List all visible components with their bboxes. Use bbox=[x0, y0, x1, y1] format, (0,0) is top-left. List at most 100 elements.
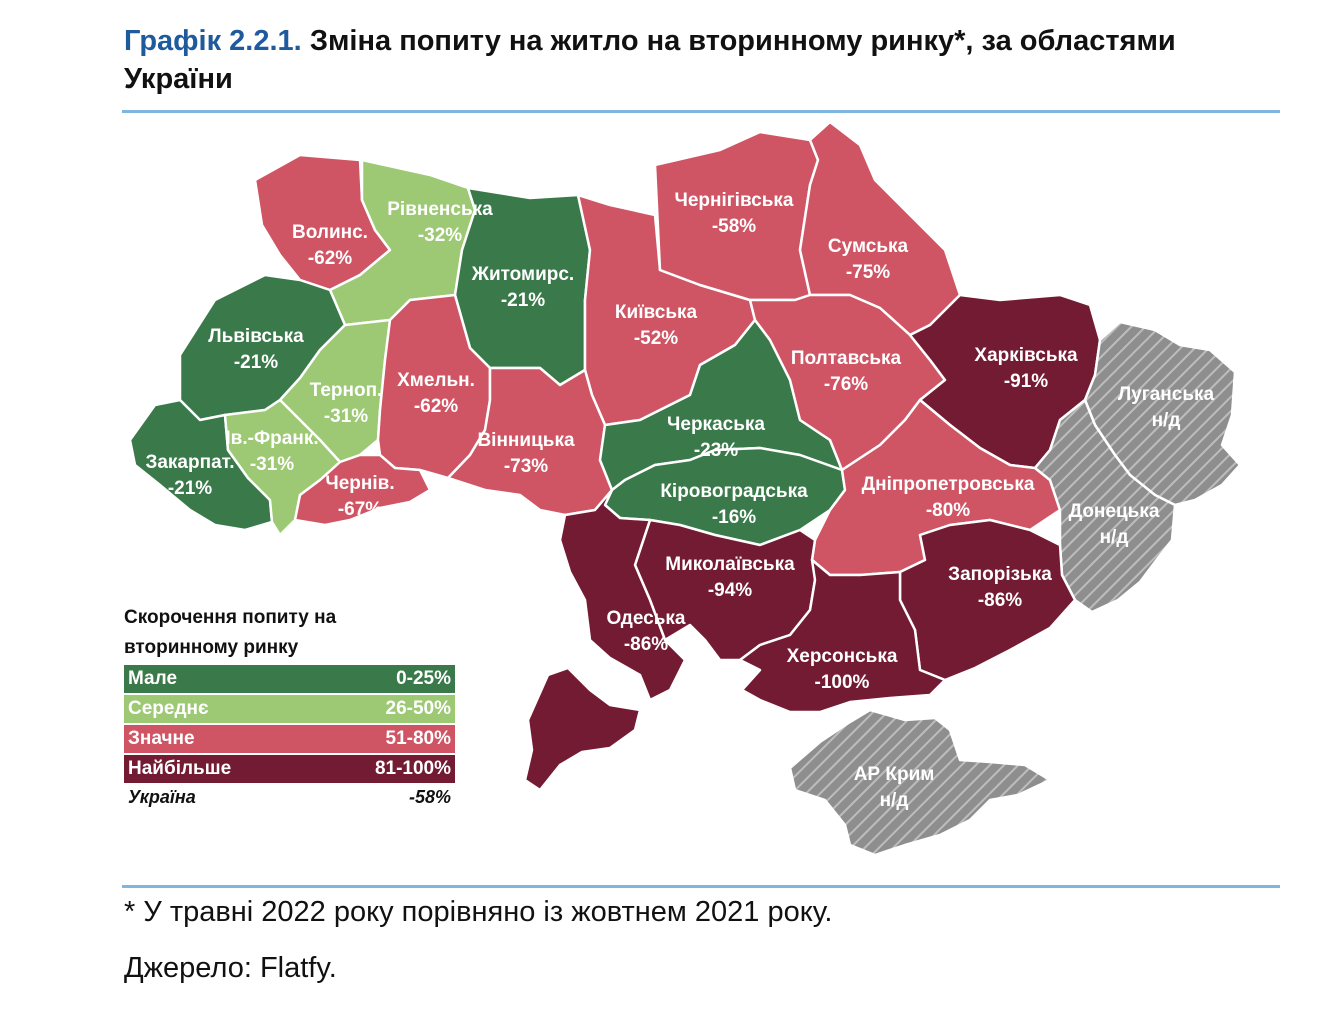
region-label-kherson: Херсонська -100% bbox=[787, 646, 898, 693]
legend-row-small: Мале 0-25% bbox=[124, 665, 455, 693]
region-value: -62% bbox=[414, 396, 458, 417]
region-label-odesa: Одеська -86% bbox=[606, 608, 685, 655]
region-name: Полтавська bbox=[791, 348, 902, 369]
region-label-vinnytsia: Вінницька -73% bbox=[477, 430, 575, 477]
legend-row-largest: Найбільше 81-100% bbox=[124, 755, 455, 783]
region-kherson bbox=[738, 558, 947, 714]
region-label-ivano-frankivsk: Ів.-Франк. -31% bbox=[225, 428, 318, 475]
region-name: Київська bbox=[615, 302, 698, 323]
region-label-zhytomyr: Житомирс. -21% bbox=[471, 264, 574, 311]
legend-label: Значне bbox=[128, 728, 195, 749]
region-name: Волинс. bbox=[292, 222, 368, 243]
region-name: Закарпат. bbox=[145, 452, 234, 473]
title-divider bbox=[122, 110, 1280, 113]
region-name: Одеська bbox=[606, 608, 685, 629]
region-name: Чернігівська bbox=[674, 190, 793, 211]
region-label-ternopil: Терноп. -31% bbox=[310, 380, 383, 427]
legend-range: 51-80% bbox=[385, 728, 452, 749]
region-value: -76% bbox=[824, 374, 868, 395]
legend-total-label: Україна bbox=[128, 786, 196, 807]
legend-label: Мале bbox=[128, 668, 178, 689]
region-name: Харківська bbox=[974, 345, 1078, 366]
region-label-chernihiv: Чернігівська -58% bbox=[674, 190, 793, 237]
chart-number: Графік 2.2.1. bbox=[124, 25, 302, 57]
region-name: Сумська bbox=[828, 236, 909, 257]
region-value: -23% bbox=[694, 440, 738, 461]
region-value: н/д bbox=[1152, 410, 1181, 431]
region-label-chernivtsi: Чернів. -67% bbox=[325, 473, 394, 520]
region-value: -91% bbox=[1004, 371, 1048, 392]
region-value: -100% bbox=[815, 672, 870, 693]
region-label-kharkiv: Харківська -91% bbox=[974, 345, 1078, 392]
region-label-mykolaiv: Миколаївська -94% bbox=[665, 554, 795, 601]
region-value: -86% bbox=[978, 590, 1022, 611]
region-name: Рівненська bbox=[387, 199, 493, 220]
region-name: Вінницька bbox=[477, 430, 575, 451]
region-name: Луганська bbox=[1118, 384, 1215, 405]
region-name: Хмельн. bbox=[397, 370, 475, 391]
region-label-kirovohrad: Кіровоградська -16% bbox=[660, 481, 808, 528]
region-name: Ів.-Франк. bbox=[225, 428, 318, 449]
chart-title: Графік 2.2.1. Зміна попиту на житло на в… bbox=[124, 22, 1274, 98]
region-value: -52% bbox=[634, 328, 678, 349]
region-value: -16% bbox=[712, 507, 756, 528]
region-label-rivne: Рівненська -32% bbox=[387, 199, 493, 246]
footnote-divider bbox=[122, 885, 1280, 888]
region-value: -31% bbox=[324, 406, 368, 427]
region-value: -80% bbox=[926, 500, 970, 521]
region-name: Дніпропетровська bbox=[862, 474, 1035, 495]
region-value: н/д bbox=[1100, 527, 1129, 548]
region-label-zaporizhzhia: Запорізька -86% bbox=[948, 564, 1052, 611]
region-name: Черкаська bbox=[667, 414, 765, 435]
region-value: н/д bbox=[880, 790, 909, 811]
chart-title-text: Зміна попиту на житло на вторинному ринк… bbox=[124, 25, 1176, 95]
region-name: АР Крим bbox=[854, 764, 935, 785]
region-odesa bbox=[523, 488, 687, 792]
legend-title: Скорочення попиту на вторинному ринку bbox=[124, 607, 337, 658]
region-label-crimea: АР Крим н/д bbox=[854, 764, 935, 811]
region-value: -31% bbox=[250, 454, 294, 475]
region-chernivtsi bbox=[293, 453, 432, 527]
region-value: -58% bbox=[712, 216, 756, 237]
region-label-zakarpattia: Закарпат. -21% bbox=[145, 452, 234, 499]
legend-total-value: -58% bbox=[408, 786, 451, 807]
source-note: Джерело: Flatfy. bbox=[124, 952, 337, 984]
region-name: Миколаївська bbox=[665, 554, 795, 575]
region-label-luhansk: Луганська н/д bbox=[1118, 384, 1215, 431]
legend-label: Середнє bbox=[128, 698, 209, 719]
region-name: Чернів. bbox=[325, 473, 394, 494]
region-value: -86% bbox=[624, 634, 668, 655]
region-value: -21% bbox=[168, 478, 212, 499]
region-value: -21% bbox=[234, 352, 278, 373]
region-value: -21% bbox=[501, 290, 545, 311]
region-value: -32% bbox=[418, 225, 462, 246]
legend-total-row: Україна -58% bbox=[124, 783, 455, 811]
region-label-lviv: Львівська -21% bbox=[208, 326, 304, 373]
region-label-khmelnytskyi: Хмельн. -62% bbox=[397, 370, 475, 417]
legend-label: Найбільше bbox=[128, 758, 232, 779]
legend-row-significant: Значне 51-80% bbox=[124, 725, 455, 753]
region-label-cherkasy: Черкаська -23% bbox=[667, 414, 765, 461]
region-name: Львівська bbox=[208, 326, 304, 347]
region-value: -94% bbox=[708, 580, 752, 601]
region-label-sumy: Сумська -75% bbox=[828, 236, 909, 283]
legend-range: 0-25% bbox=[396, 668, 451, 689]
legend-row-medium: Середнє 26-50% bbox=[124, 695, 455, 723]
region-label-kyiv: Київська -52% bbox=[615, 302, 698, 349]
region-name: Житомирс. bbox=[471, 264, 574, 285]
ukraine-map: Волинс. -62% Рівненська -32% Житомирс. -21% Ки… bbox=[128, 120, 1242, 857]
footnote: * У травні 2022 року порівняно із жовтне… bbox=[124, 896, 833, 928]
region-name: Запорізька bbox=[948, 564, 1052, 585]
region-label-volyn: Волинс. -62% bbox=[292, 222, 368, 269]
region-value: -73% bbox=[504, 456, 548, 477]
region-value: -62% bbox=[308, 248, 352, 269]
legend-range: 26-50% bbox=[385, 698, 452, 719]
region-name: Донецька bbox=[1069, 501, 1160, 522]
region-name: Херсонська bbox=[787, 646, 898, 667]
legend: Скорочення попиту на вторинному ринку Ма… bbox=[124, 603, 455, 811]
region-name: Кіровоградська bbox=[660, 481, 808, 502]
legend-range: 81-100% bbox=[374, 758, 451, 779]
region-name: Терноп. bbox=[310, 380, 383, 401]
region-value: -75% bbox=[846, 262, 890, 283]
region-label-poltava: Полтавська -76% bbox=[791, 348, 902, 395]
